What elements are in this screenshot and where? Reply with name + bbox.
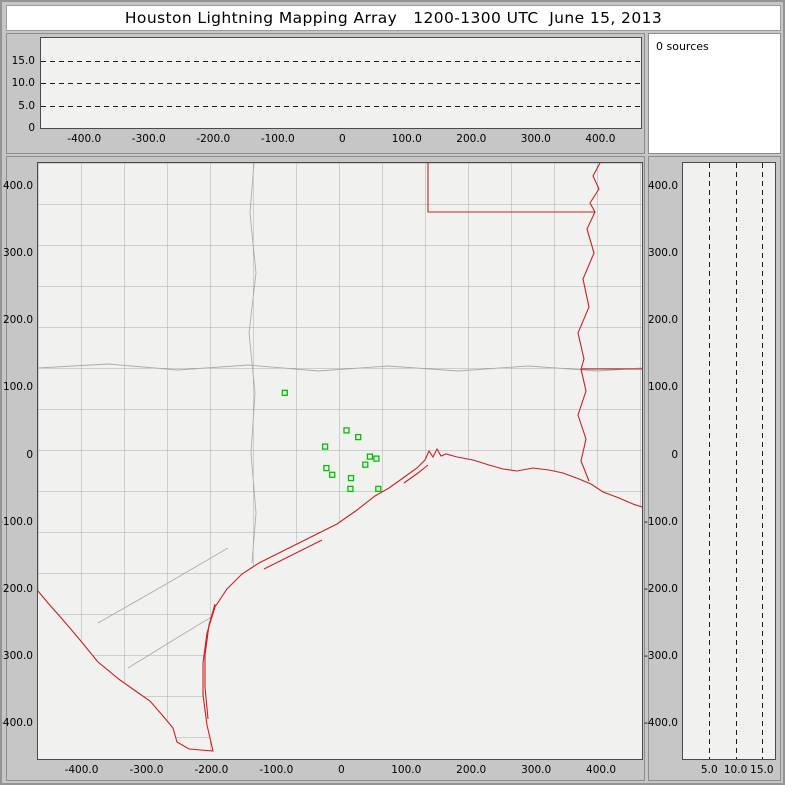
tick-label: 200.0: [647, 314, 678, 327]
barrier-islands: [204, 464, 429, 720]
tick-label: 100.0: [2, 381, 33, 394]
tick-label: -300.0: [131, 133, 166, 145]
tick-label: 300.0: [521, 764, 552, 776]
coastline-and-rio-grande: [38, 447, 642, 752]
altitude-gridline: [735, 163, 737, 759]
lma-stations: [281, 389, 382, 493]
lma-station-marker: [355, 433, 362, 441]
tick-label: 300.0: [520, 133, 551, 145]
altitude-gridline: [41, 60, 641, 62]
lma-station-marker: [329, 471, 336, 478]
ns-altitude-plot[interactable]: [682, 162, 776, 760]
window-title: Houston Lightning Mapping Array 1200-130…: [124, 9, 663, 27]
tick-label: 100.0: [391, 133, 422, 145]
sources-panel: 0 sources: [648, 33, 781, 154]
tick-label: 400.0: [585, 133, 616, 145]
tick-label: -200.0: [194, 764, 229, 776]
state-borders-and-coastline: [38, 163, 642, 752]
tick-label: 400.0: [586, 764, 617, 776]
tick-label: 5.0: [18, 99, 35, 112]
map-canvas: [38, 163, 642, 759]
tick-label: 400.0: [647, 179, 678, 192]
tick-label: 0: [26, 448, 33, 461]
lma-station-marker: [362, 461, 369, 468]
tick-label: -100.0: [260, 133, 295, 145]
lma-station-marker: [323, 464, 330, 472]
ew-altitude-x-axis: -400.0 -300.0 -200.0 -100.0 0 100.0 200.0 300.0…: [41, 133, 641, 147]
tick-label: 300.0: [2, 247, 33, 260]
tick-label: -100.0: [259, 764, 294, 776]
altitude-gridline: [41, 83, 641, 84]
altitude-gridline: [761, 163, 763, 759]
lma-station-marker: [347, 485, 354, 493]
tick-label: 200.0: [456, 764, 487, 776]
source-count-label: 0 sources: [656, 40, 709, 53]
tick-label: 0: [338, 133, 346, 145]
tick-label: 0: [337, 764, 345, 776]
lma-station-marker: [375, 485, 382, 493]
lma-station-marker: [343, 427, 350, 434]
tick-label: -200.0: [644, 583, 678, 595]
lma-station-marker: [366, 453, 374, 460]
tick-label: -400.0: [644, 717, 678, 730]
red-river-border: [577, 163, 601, 370]
tick-label: 100.0: [391, 764, 422, 776]
tick-label: 300.0: [647, 247, 678, 260]
tick-label: 15.0: [750, 764, 774, 776]
tick-label: 400.0: [2, 179, 33, 192]
state-border-straight: [427, 163, 642, 370]
tick-label: -200.0: [196, 133, 231, 145]
map-x-axis: -400.0 -300.0 -200.0 -100.0 0 100.0 200.0 300.0…: [38, 764, 642, 778]
tick-label: 10.0: [723, 764, 748, 776]
tick-label: 200.0: [456, 133, 487, 145]
lma-station-marker: [281, 389, 288, 396]
lma-station-marker: [321, 443, 329, 450]
tick-label: -300.0: [129, 764, 164, 776]
tick-label: 200.0: [2, 314, 33, 327]
tick-label: 15.0: [11, 54, 35, 67]
tick-label: -400.0: [64, 764, 99, 776]
tick-label: -100.0: [0, 515, 33, 528]
map-y-axis: 400.0 300.0 200.0 100.0 0 -100.0 -200.0 -300.0 -…: [2, 163, 35, 759]
tick-label: 5.0: [700, 764, 718, 776]
altitude-gridline: [709, 163, 711, 759]
title-bar: Houston Lightning Mapping Array 1200-130…: [6, 5, 781, 31]
tick-label: 0: [28, 122, 35, 134]
tick-label: 0: [671, 448, 678, 461]
sabine-river-border: [577, 368, 590, 482]
lma-station-marker: [373, 455, 380, 462]
tick-label: 10.0: [11, 77, 35, 89]
tick-label: -300.0: [0, 650, 33, 663]
ew-altitude-y-axis: 15.0 10.0 5.0 0: [4, 38, 37, 135]
tick-label: 100.0: [647, 381, 678, 394]
ew-altitude-plot[interactable]: [40, 37, 642, 129]
altitude-gridline: [41, 105, 641, 107]
ns-altitude-y-axis: 400.0 300.0 200.0 100.0 0 -100.0 -200.0 -300.0 -…: [644, 163, 680, 759]
map-plot[interactable]: [37, 162, 643, 760]
lma-station-marker: [347, 474, 355, 482]
tick-label: -400.0: [0, 717, 33, 730]
tick-label: -100.0: [644, 515, 678, 528]
ns-altitude-x-axis: 5.0 10.0 15.0: [683, 764, 775, 778]
tick-label: -200.0: [0, 583, 33, 595]
tick-label: -400.0: [67, 133, 102, 145]
tick-label: -300.0: [644, 650, 678, 663]
